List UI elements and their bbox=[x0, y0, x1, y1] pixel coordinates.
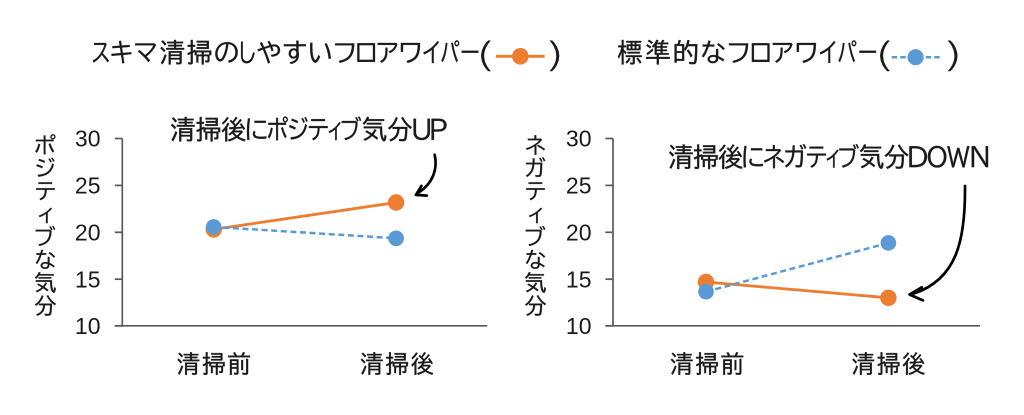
svg-text:15: 15 bbox=[566, 266, 592, 292]
svg-text:25: 25 bbox=[566, 173, 592, 199]
svg-text:20: 20 bbox=[566, 220, 592, 246]
svg-text:25: 25 bbox=[75, 173, 101, 199]
svg-text:20: 20 bbox=[75, 220, 101, 246]
svg-text:15: 15 bbox=[75, 266, 101, 292]
svg-text:10: 10 bbox=[75, 313, 101, 339]
svg-text:10: 10 bbox=[566, 313, 592, 339]
svg-text:30: 30 bbox=[566, 126, 592, 152]
svg-text:30: 30 bbox=[75, 126, 101, 152]
